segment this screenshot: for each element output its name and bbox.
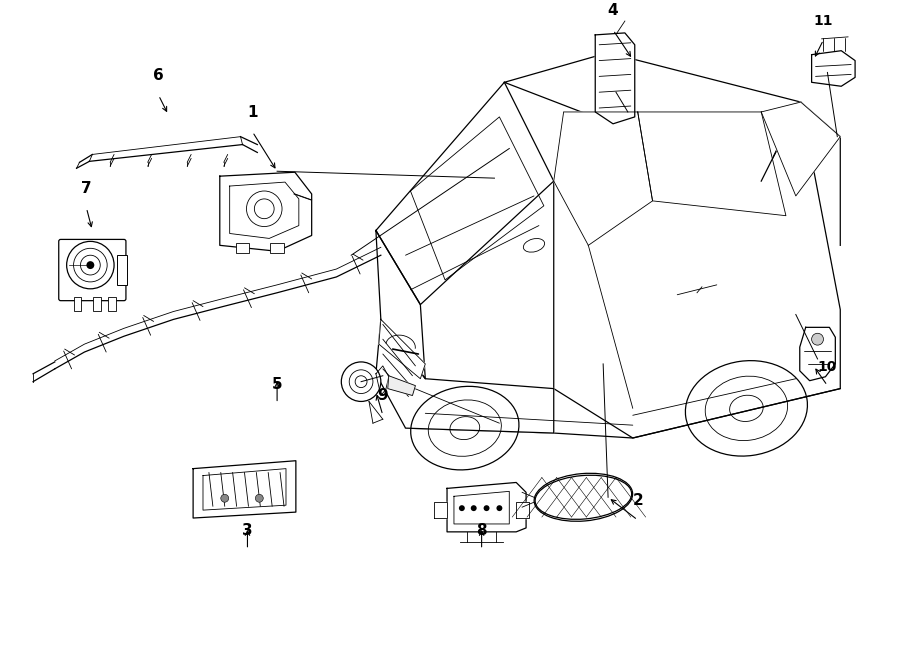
Polygon shape xyxy=(434,502,447,518)
Circle shape xyxy=(483,505,490,511)
Text: 1: 1 xyxy=(248,105,257,120)
Polygon shape xyxy=(376,231,426,379)
Polygon shape xyxy=(203,469,286,510)
Polygon shape xyxy=(379,319,426,379)
Polygon shape xyxy=(638,112,786,215)
Polygon shape xyxy=(595,33,634,124)
Circle shape xyxy=(459,505,464,511)
Text: 6: 6 xyxy=(153,68,164,83)
Circle shape xyxy=(220,494,229,502)
Text: 7: 7 xyxy=(81,181,92,196)
Polygon shape xyxy=(447,483,526,532)
Text: 8: 8 xyxy=(476,523,487,538)
Polygon shape xyxy=(230,182,299,239)
Circle shape xyxy=(256,494,264,502)
Polygon shape xyxy=(376,83,554,305)
Circle shape xyxy=(497,505,502,511)
Circle shape xyxy=(341,362,381,401)
Circle shape xyxy=(812,333,824,345)
Polygon shape xyxy=(812,51,855,87)
Text: 10: 10 xyxy=(818,360,837,373)
Polygon shape xyxy=(376,366,389,395)
Polygon shape xyxy=(376,319,554,433)
Bar xyxy=(94,297,101,311)
Polygon shape xyxy=(800,327,835,381)
Polygon shape xyxy=(554,112,652,245)
Polygon shape xyxy=(194,461,296,518)
Polygon shape xyxy=(761,102,841,196)
Text: 4: 4 xyxy=(608,3,618,18)
Text: 2: 2 xyxy=(633,493,643,508)
Ellipse shape xyxy=(534,473,633,522)
Text: 11: 11 xyxy=(814,14,833,28)
Polygon shape xyxy=(517,502,529,518)
Bar xyxy=(236,243,249,253)
Ellipse shape xyxy=(524,239,544,252)
Bar xyxy=(117,255,127,285)
Text: 3: 3 xyxy=(242,523,253,538)
Polygon shape xyxy=(220,173,311,251)
Polygon shape xyxy=(554,102,841,438)
FancyBboxPatch shape xyxy=(58,239,126,301)
Polygon shape xyxy=(388,375,416,395)
Text: 9: 9 xyxy=(377,389,388,403)
Text: 5: 5 xyxy=(272,377,283,391)
Circle shape xyxy=(86,261,94,269)
Bar xyxy=(108,297,116,311)
Circle shape xyxy=(471,505,477,511)
Polygon shape xyxy=(504,53,801,181)
Bar xyxy=(74,297,82,311)
Bar xyxy=(270,243,284,253)
